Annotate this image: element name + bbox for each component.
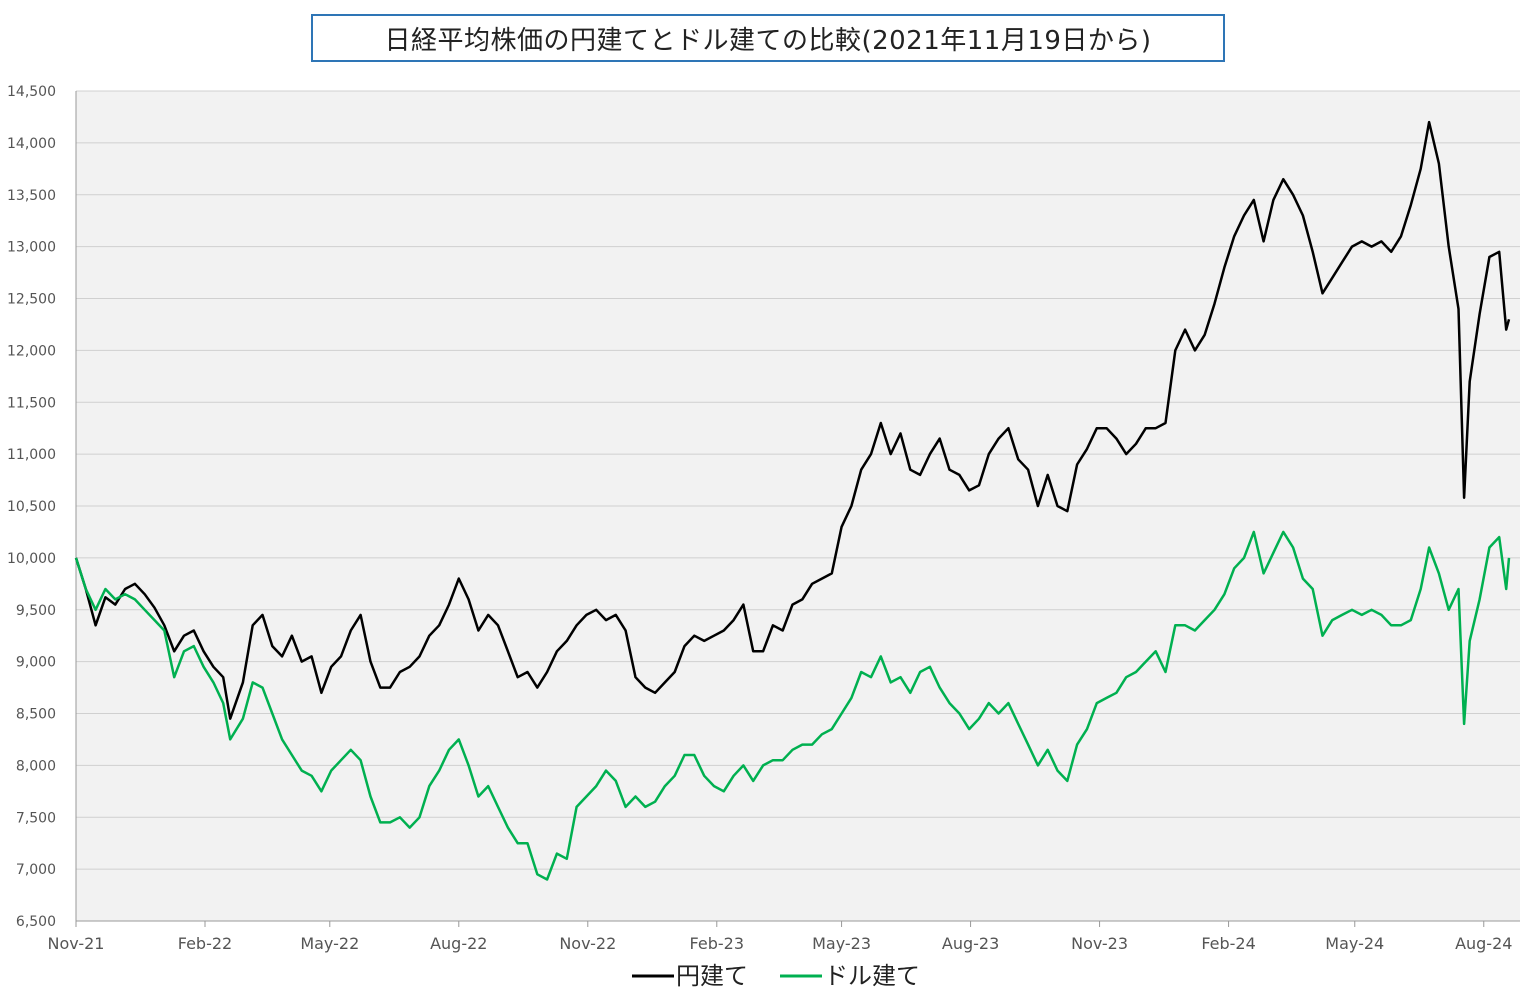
y-tick-label: 6,500 [16,914,56,930]
y-tick-label: 10,000 [7,551,56,567]
x-tick-label: May-23 [812,934,871,953]
x-tick-label: Aug-22 [430,934,487,953]
legend-label-1: 円建て [676,962,748,990]
legend-layer: 円建て ドル建て [632,962,920,990]
x-tick-label: Nov-22 [559,934,616,953]
y-tick-label: 13,500 [7,188,56,204]
x-tick-label: May-22 [300,934,359,953]
y-tick-label: 7,500 [16,810,56,826]
chart-title: 日経平均株価の円建てとドル建ての比較(2021年11月19日から) [311,14,1225,62]
axis-layer: 6,500 7,000 7,500 8,000 8,500 9,000 9,500 10,00… [7,84,1520,953]
y-tick-label: 9,000 [16,655,56,671]
y-tick-label: 7,000 [16,862,56,878]
x-tick-label: Aug-24 [1455,934,1512,953]
x-tick-label: Aug-23 [942,934,999,953]
y-tick-label: 10,500 [7,499,56,515]
series-layer [74,120,1511,881]
y-tick-label: 11,000 [7,447,56,463]
x-tick-label: Feb-24 [1201,934,1255,953]
y-tick-label: 14,500 [7,84,56,100]
x-tick-label: May-24 [1325,934,1384,953]
legend-label-2: ドル建て [824,962,920,990]
y-tick-label: 9,500 [16,603,56,619]
series-line-2 [74,530,1511,881]
y-tick-label: 8,000 [16,758,56,774]
y-tick-label: 11,500 [7,395,56,411]
x-tick-label: Nov-23 [1071,934,1128,953]
x-tick-label: Feb-22 [178,934,232,953]
y-tick-label: 13,000 [7,240,56,256]
y-tick-label: 12,500 [7,292,56,308]
x-tick-label: Feb-23 [690,934,744,953]
series-line-1 [74,120,1511,720]
y-tick-label: 12,000 [7,343,56,359]
x-tick-label: Nov-21 [48,934,105,953]
y-tick-label: 8,500 [16,707,56,723]
y-tick-label: 14,000 [7,136,56,152]
